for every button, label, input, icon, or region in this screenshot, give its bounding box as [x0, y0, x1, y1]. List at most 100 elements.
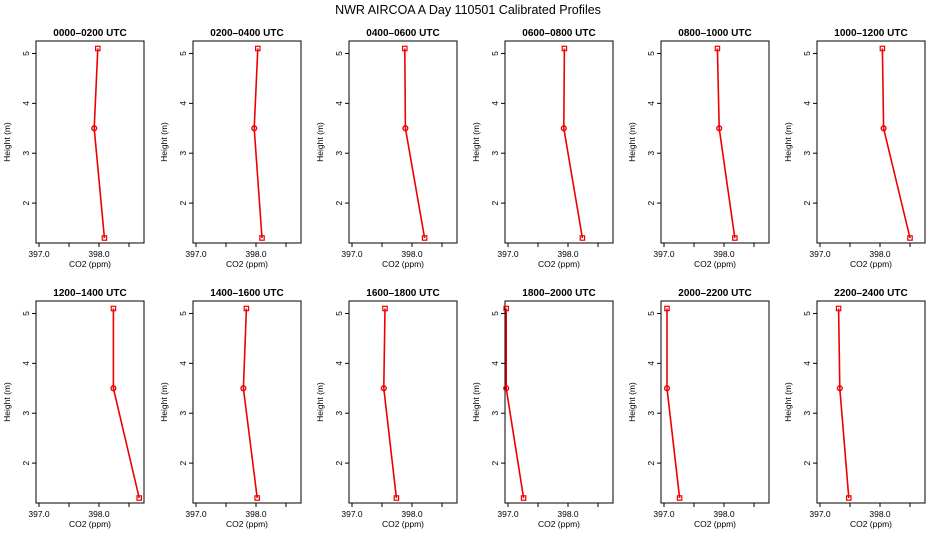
y-tick-label: 5 [178, 311, 188, 316]
x-axis-label: CO2 (ppm) [850, 259, 892, 269]
y-tick-label: 4 [646, 101, 656, 106]
x-tick-label: 397.0 [185, 509, 207, 519]
y-tick-label: 2 [802, 460, 812, 465]
profile-line [666, 308, 681, 499]
plot-frame [192, 300, 302, 504]
data-point [91, 125, 98, 132]
profile-panel: 0000–0200 UTC 397.0 398.0 2 3 4 5 CO2 (ppm) Heig… [2, 28, 145, 269]
panel-title: 1800–2000 UTC [522, 288, 595, 299]
data-point [402, 45, 408, 52]
y-tick-label: 3 [334, 151, 344, 156]
profile-line [716, 48, 736, 239]
y-tick-label: 2 [802, 200, 812, 205]
profile-line [382, 308, 398, 499]
data-point [380, 385, 387, 392]
y-tick-label: 4 [178, 361, 188, 366]
y-tick-label: 4 [490, 361, 500, 366]
y-axis-label: Height (m) [783, 382, 793, 422]
x-axis-label: CO2 (ppm) [850, 519, 892, 529]
y-axis-label: Height (m) [627, 382, 637, 422]
plot-frame [35, 40, 145, 244]
y-tick-label: 5 [646, 311, 656, 316]
data-point [560, 125, 567, 132]
y-tick-label: 4 [646, 361, 656, 366]
data-point [663, 385, 671, 392]
panel-title: 0000–0200 UTC [53, 28, 126, 39]
y-tick-label: 4 [334, 101, 344, 106]
profile-line [253, 48, 263, 239]
x-tick-label: 398.0 [869, 249, 891, 259]
data-point [836, 385, 843, 392]
y-tick-label: 2 [646, 460, 656, 465]
data-point [561, 45, 568, 52]
y-tick-label: 5 [334, 51, 344, 56]
data-point [243, 305, 250, 312]
data-point [94, 45, 101, 52]
plot-frame [660, 40, 770, 244]
data-point [382, 305, 388, 312]
data-point [251, 125, 258, 132]
data-point [845, 495, 852, 501]
data-point [503, 385, 510, 392]
x-tick-label: 397.0 [653, 249, 675, 259]
y-tick-label: 2 [334, 200, 344, 205]
y-tick-label: 4 [178, 101, 188, 106]
y-tick-label: 3 [334, 411, 344, 416]
x-tick-label: 398.0 [869, 509, 891, 519]
plot-frame [816, 300, 926, 504]
x-axis-label: CO2 (ppm) [69, 259, 111, 269]
x-tick-label: 398.0 [88, 509, 110, 519]
y-tick-label: 2 [646, 200, 656, 205]
y-axis-label: Height (m) [2, 122, 12, 162]
data-point [101, 235, 108, 241]
data-point [503, 305, 510, 312]
data-point [731, 235, 738, 241]
y-axis-label: Height (m) [783, 122, 793, 162]
x-tick-label: 397.0 [809, 249, 831, 259]
profile-panel: 1000–1200 UTC 397.0 398.0 2 3 4 5 CO2 (ppm) Heig… [783, 28, 926, 269]
data-point [880, 125, 887, 132]
panel-title: 0400–0600 UTC [366, 28, 439, 39]
y-tick-label: 2 [334, 460, 344, 465]
panel-title: 0600–0800 UTC [522, 28, 595, 39]
y-tick-label: 3 [646, 151, 656, 156]
y-axis-label: Height (m) [315, 122, 325, 162]
y-tick-label: 3 [802, 411, 812, 416]
y-tick-label: 3 [178, 411, 188, 416]
y-tick-label: 5 [490, 311, 500, 316]
plot-frame [348, 40, 458, 244]
y-tick-label: 2 [21, 200, 31, 205]
y-axis-label: Height (m) [471, 382, 481, 422]
y-tick-label: 2 [490, 460, 500, 465]
x-axis-label: CO2 (ppm) [538, 259, 580, 269]
x-tick-label: 398.0 [245, 249, 267, 259]
panel-title: 2200–2400 UTC [834, 288, 907, 299]
panel-title: 1200–1400 UTC [53, 288, 126, 299]
data-point [110, 385, 117, 392]
profile-line [881, 48, 911, 239]
data-point [520, 495, 527, 501]
plot-frame [816, 40, 926, 244]
x-tick-label: 398.0 [88, 249, 110, 259]
y-tick-label: 3 [490, 151, 500, 156]
panel-title: 1400–1600 UTC [210, 288, 283, 299]
x-axis-label: CO2 (ppm) [69, 519, 111, 529]
x-tick-label: 397.0 [341, 509, 363, 519]
y-axis-label: Height (m) [2, 382, 12, 422]
x-tick-label: 398.0 [401, 249, 423, 259]
x-axis-label: CO2 (ppm) [694, 259, 736, 269]
x-tick-label: 397.0 [809, 509, 831, 519]
profile-panel: 2200–2400 UTC 397.0 398.0 2 3 4 5 CO2 (ppm) Heig… [783, 288, 926, 529]
profile-panel: 0200–0400 UTC 397.0 398.0 2 3 4 5 CO2 (ppm) Heig… [159, 28, 302, 269]
profile-panel: 0800–1000 UTC 397.0 398.0 2 3 4 5 CO2 (ppm) Heig… [627, 28, 770, 269]
y-tick-label: 3 [178, 151, 188, 156]
x-axis-label: CO2 (ppm) [694, 519, 736, 529]
data-point [240, 385, 247, 392]
x-tick-label: 397.0 [497, 249, 519, 259]
x-tick-label: 397.0 [497, 509, 519, 519]
panel-title: 1000–1200 UTC [834, 28, 907, 39]
x-tick-label: 397.0 [341, 249, 363, 259]
profile-panel: 0400–0600 UTC 397.0 398.0 2 3 4 5 CO2 (ppm) Heig… [315, 28, 458, 269]
y-tick-label: 2 [178, 200, 188, 205]
data-point [110, 305, 117, 312]
